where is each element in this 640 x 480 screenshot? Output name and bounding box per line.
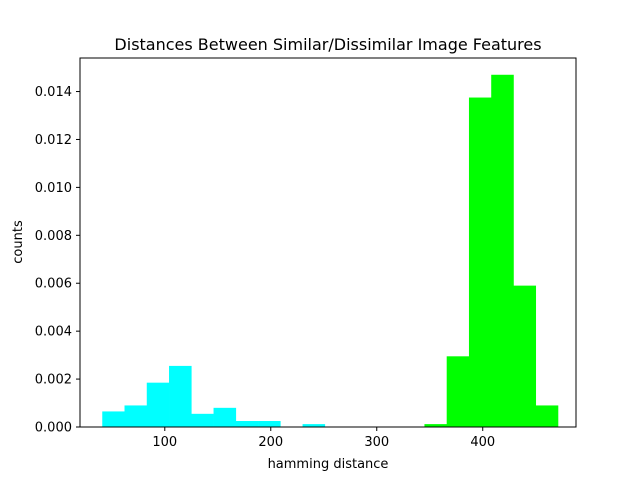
x-tick-label: 100 (152, 435, 177, 450)
y-axis-label: counts (11, 220, 26, 264)
y-tick-label: 0.004 (35, 325, 72, 340)
y-tick-label: 0.002 (35, 373, 72, 388)
bars-group (102, 74, 559, 428)
y-tick-label: 0.014 (35, 85, 72, 100)
histogram-bar (513, 285, 537, 427)
y-tick-label: 0.000 (35, 421, 72, 436)
x-axis-ticks: 100 200 300 400 (152, 427, 495, 450)
x-tick-label: 200 (258, 435, 283, 450)
plot-frame (79, 57, 577, 428)
x-axis-label: hamming distance (268, 457, 389, 472)
histogram-bar (124, 405, 148, 427)
histogram-bar (169, 365, 192, 427)
histogram-bar (446, 356, 470, 427)
histogram-bar (102, 411, 125, 427)
histogram-bar (491, 74, 514, 428)
histogram-bar (191, 413, 214, 427)
chart-title: Distances Between Similar/Dissimilar Ima… (114, 35, 541, 54)
histogram-bar (258, 421, 281, 427)
x-tick-label: 300 (364, 435, 389, 450)
histogram-bar (302, 424, 326, 427)
y-tick-label: 0.006 (35, 277, 72, 292)
y-tick-label: 0.010 (35, 181, 72, 196)
x-tick-label: 400 (470, 435, 495, 450)
histogram-bar (146, 382, 170, 427)
histogram-bar (535, 405, 559, 427)
histogram-bar (468, 97, 492, 427)
histogram-bar (424, 424, 447, 427)
histogram-bar (213, 407, 237, 427)
histogram-bar (235, 421, 259, 427)
y-axis-ticks: 0.000 0.002 0.004 0.006 0.008 0.010 0.012 0.014 (35, 85, 80, 436)
y-tick-label: 0.008 (35, 229, 72, 244)
y-tick-label: 0.012 (35, 133, 72, 148)
